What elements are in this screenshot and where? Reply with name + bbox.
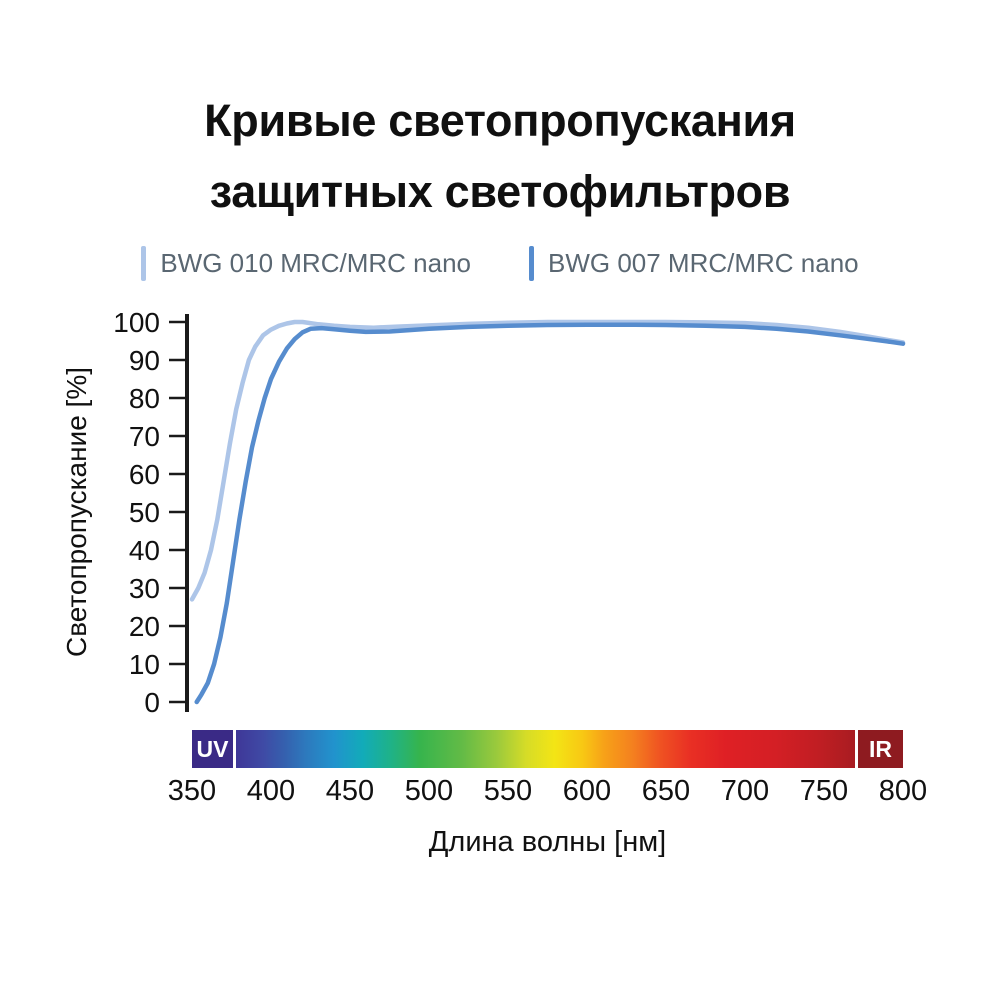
x-tick-label: 600 (563, 775, 611, 807)
legend-item-bwg010: BWG 010 MRC/MRC nano (141, 246, 471, 281)
legend: BWG 010 MRC/MRC nano BWG 007 MRC/MRC nan… (0, 246, 1000, 281)
y-tick-label: 40 (129, 535, 160, 566)
page-title-line-1: Кривые светопропускания (204, 95, 796, 147)
spectrum-bar (192, 730, 903, 768)
y-tick-label: 0 (144, 687, 160, 718)
ir-label: IR (869, 736, 892, 762)
page-title-line-2: защитных светофильтров (209, 166, 791, 218)
x-tick-label: 550 (484, 775, 532, 807)
y-tick-label: 80 (129, 383, 160, 414)
curve-bwg-007 (194, 322, 906, 705)
legend-swatch-bwg010 (141, 246, 147, 281)
y-axis-title: Светопропускание [%] (61, 367, 92, 657)
x-tick-label: 350 (168, 775, 216, 807)
ir-band (858, 730, 903, 768)
x-tick-label: 500 (405, 775, 453, 807)
page-title: Кривые светопропускания защитных светофи… (0, 85, 1000, 227)
x-axis-title: Длина волны [нм] (428, 826, 667, 858)
legend-label-bwg007: BWG 007 MRC/MRC nano (548, 248, 859, 278)
uv-band (192, 730, 233, 768)
legend-label-bwg010: BWG 010 MRC/MRC nano (160, 248, 471, 278)
x-tick-label: 700 (721, 775, 769, 807)
y-tick-label: 70 (129, 421, 160, 452)
x-tick-label: 750 (800, 775, 848, 807)
legend-item-bwg007: BWG 007 MRC/MRC nano (529, 246, 859, 281)
y-tick-label: 20 (129, 611, 160, 642)
y-tick-label: 30 (129, 573, 160, 604)
x-tick-label: 800 (879, 775, 927, 807)
legend-swatch-bwg007 (529, 246, 534, 281)
uv-label: UV (197, 736, 230, 762)
y-tick-label: 90 (129, 345, 160, 376)
y-tick-label: 50 (129, 497, 160, 528)
transmission-chart: 0 10 20 30 40 50 60 70 80 90 100 Светопропускание [… (61, 307, 927, 807)
x-tick-label: 650 (642, 775, 690, 807)
x-tick-label: 450 (326, 775, 374, 807)
x-tick-label: 400 (247, 775, 295, 807)
y-tick-label: 100 (113, 307, 160, 338)
y-tick-label: 10 (129, 649, 160, 680)
y-tick-label: 60 (129, 459, 160, 490)
curve-bwg-010 (189, 319, 906, 602)
